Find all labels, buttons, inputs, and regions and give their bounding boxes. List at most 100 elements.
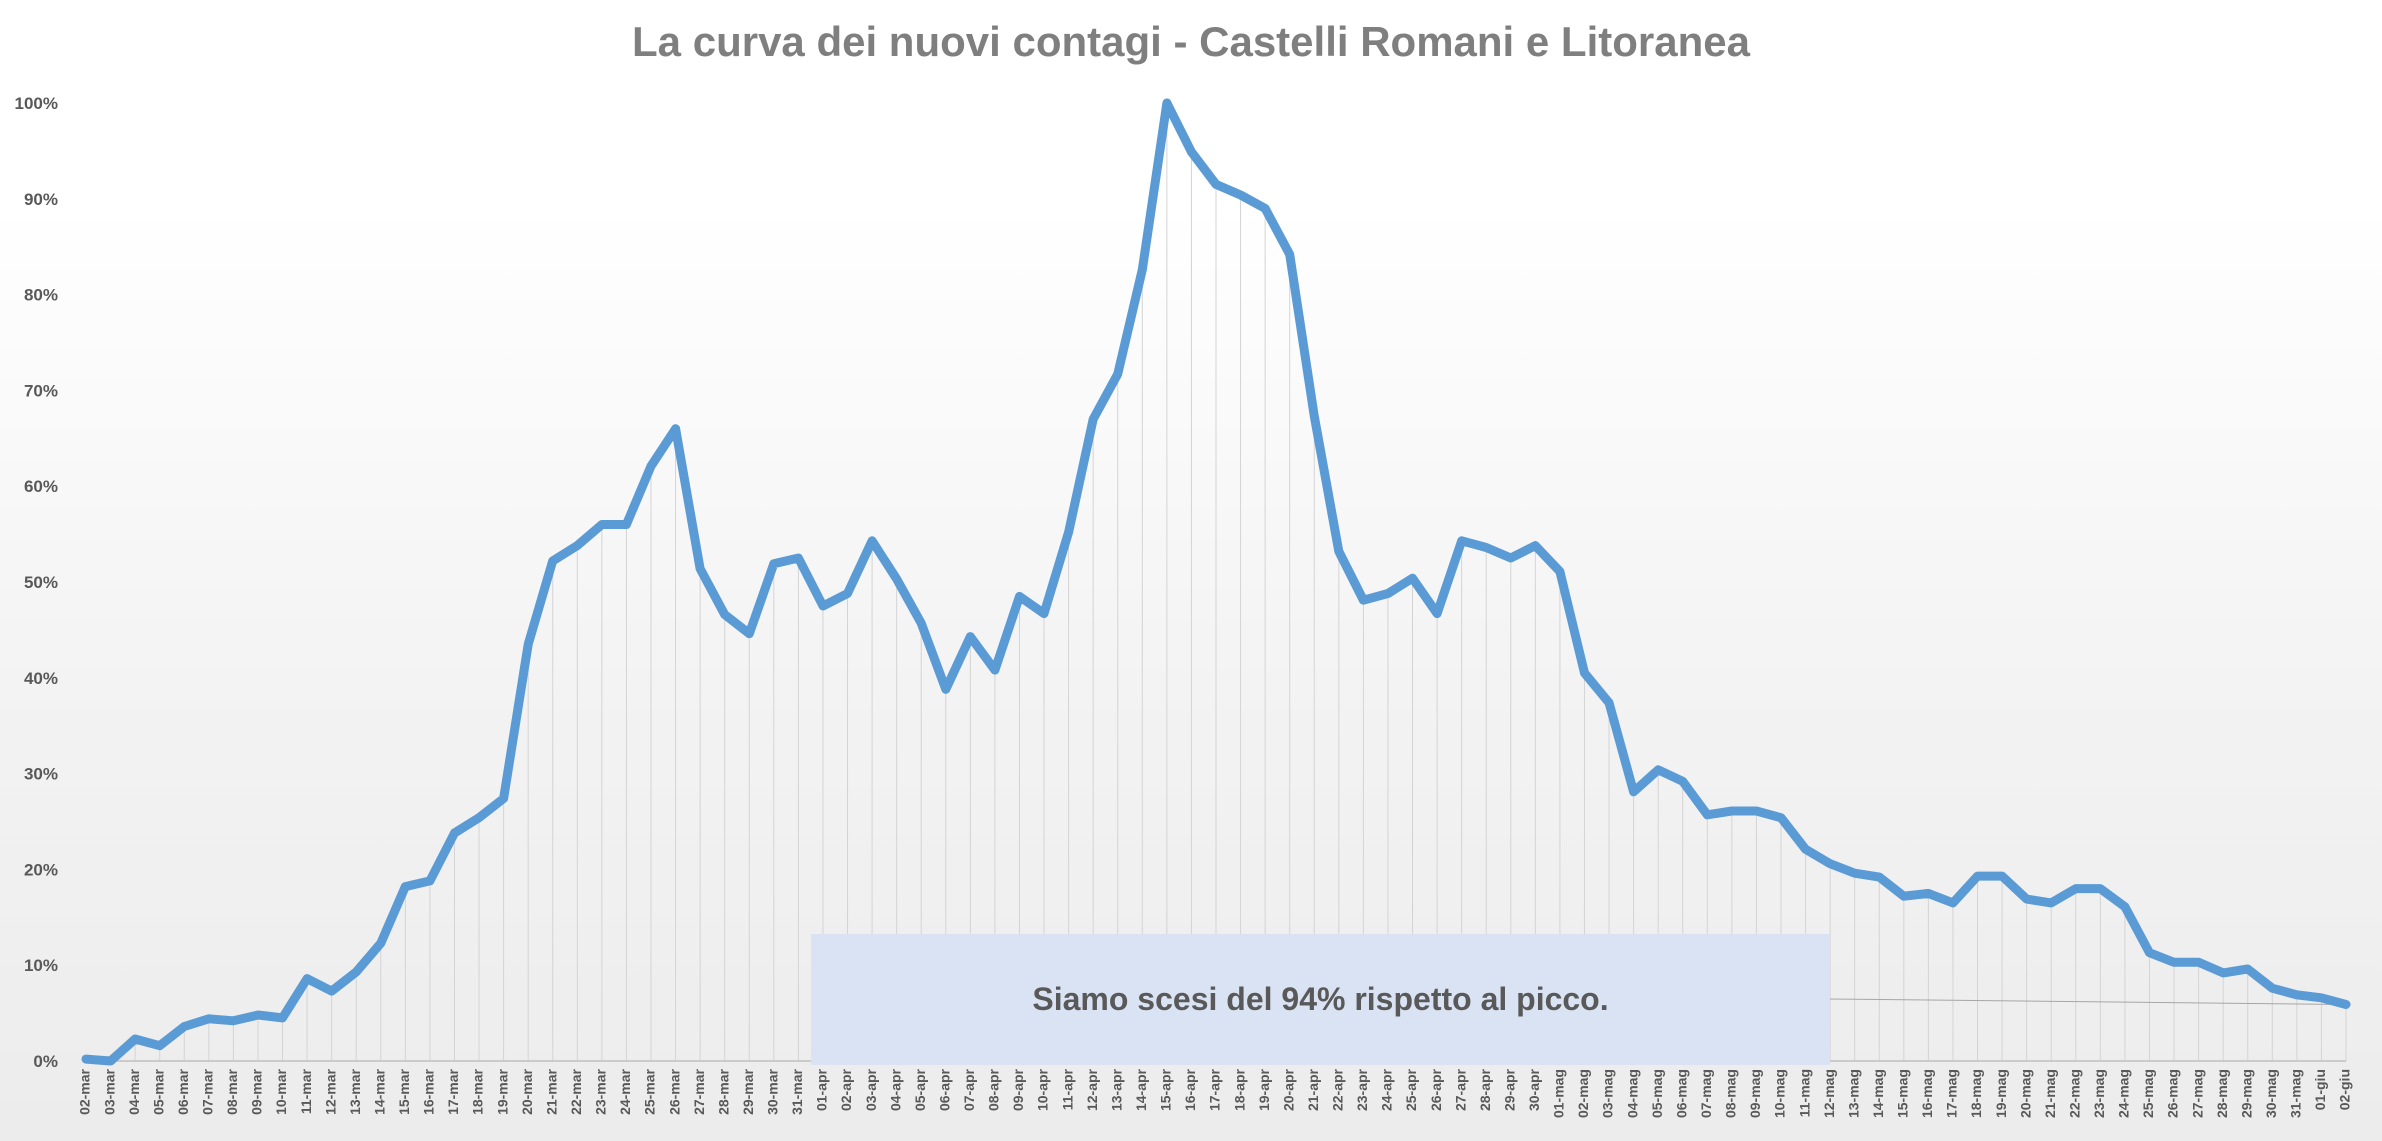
data-point [2072, 885, 2080, 893]
data-point [205, 1015, 213, 1023]
x-tick-label: 12-mag [1821, 1069, 1837, 1118]
x-tick-label: 07-mar [200, 1068, 216, 1114]
data-point [1924, 889, 1932, 897]
data-point [573, 542, 581, 550]
x-tick-label: 17-mar [445, 1068, 461, 1114]
data-point [893, 575, 901, 583]
series-line [81, 98, 2351, 1066]
data-point [1728, 807, 1736, 815]
x-tick-label: 22-mag [2066, 1069, 2082, 1118]
y-tick-label: 70% [24, 381, 58, 400]
data-point [1335, 547, 1343, 555]
x-tick-label: 26-mar [666, 1068, 682, 1114]
y-tick-label: 60% [24, 477, 58, 496]
data-point [1384, 589, 1392, 597]
data-point [156, 1042, 164, 1050]
data-point [475, 814, 483, 822]
x-tick-label: 20-mag [2017, 1069, 2033, 1118]
x-tick-label: 25-mar [642, 1068, 658, 1114]
data-point [229, 1017, 237, 1025]
x-tick-label: 14-apr [1133, 1068, 1149, 1111]
data-point [1900, 892, 1908, 900]
data-point [1974, 872, 1982, 880]
x-tick-label: 12-mar [322, 1068, 338, 1114]
x-tick-label: 29-mar [740, 1068, 756, 1114]
data-point [1630, 788, 1638, 796]
data-point [1040, 610, 1048, 618]
x-tick-label: 24-mag [2116, 1069, 2132, 1118]
data-point [107, 1057, 115, 1065]
x-tick-label: 18-apr [1231, 1068, 1247, 1111]
data-point [1482, 544, 1490, 552]
data-point [450, 829, 458, 837]
data-point [917, 619, 925, 627]
data-point [1187, 148, 1195, 156]
x-tick-label: 10-mag [1772, 1069, 1788, 1118]
data-point [426, 877, 434, 885]
data-point [745, 630, 753, 638]
x-tick-label: 03-mar [101, 1068, 117, 1114]
data-point [1605, 699, 1613, 707]
x-tick-label: 06-mar [175, 1068, 191, 1114]
y-tick-label: 50% [24, 573, 58, 592]
data-point [647, 462, 655, 470]
x-tick-label: 06-apr [936, 1068, 952, 1111]
x-tick-label: 05-mag [1649, 1069, 1665, 1118]
data-point [991, 666, 999, 674]
x-tick-label: 16-mar [421, 1068, 437, 1114]
x-tick-label: 03-mag [1600, 1069, 1616, 1118]
x-tick-label: 29-apr [1501, 1068, 1517, 1111]
x-tick-label: 18-mag [1968, 1069, 1984, 1118]
data-point [1114, 370, 1122, 378]
data-point [1531, 542, 1539, 550]
x-tick-label: 27-mar [691, 1068, 707, 1114]
x-tick-label: 09-mag [1747, 1069, 1763, 1118]
data-point [1433, 610, 1441, 618]
data-point [352, 968, 360, 976]
x-tick-label: 31-mag [2288, 1069, 2304, 1118]
data-point [82, 1055, 90, 1063]
x-tick-label: 11-mar [298, 1068, 314, 1114]
data-point [500, 795, 508, 803]
x-tick-label: 30-apr [1526, 1068, 1542, 1111]
x-tick-label: 02-apr [838, 1068, 854, 1111]
data-point [868, 537, 876, 545]
x-tick-label: 07-apr [961, 1068, 977, 1111]
data-point [1703, 811, 1711, 819]
x-tick-label: 19-apr [1256, 1068, 1272, 1111]
x-tick-label: 27-mag [2189, 1069, 2205, 1118]
x-tick-label: 09-mar [249, 1068, 265, 1114]
x-tick-label: 16-apr [1182, 1068, 1198, 1111]
x-tick-label: 23-mar [593, 1068, 609, 1114]
data-point [942, 685, 950, 693]
x-tick-label: 07-mag [1698, 1069, 1714, 1118]
data-point [1212, 180, 1220, 188]
data-point [672, 425, 680, 433]
data-point [844, 589, 852, 597]
x-tick-label: 11-apr [1059, 1068, 1075, 1110]
x-tick-label: 23-apr [1354, 1068, 1370, 1111]
y-tick-label: 10% [24, 956, 58, 975]
x-tick-label: 13-mar [347, 1068, 363, 1114]
x-tick-label: 04-mag [1624, 1069, 1640, 1118]
data-point [2121, 903, 2129, 911]
data-point [2096, 885, 2104, 893]
x-tick-label: 28-apr [1477, 1068, 1493, 1111]
x-tick-label: 25-mag [2140, 1069, 2156, 1118]
x-tick-label: 27-apr [1452, 1068, 1468, 1111]
x-tick-label: 22-mar [568, 1068, 584, 1114]
data-point [1089, 415, 1097, 423]
data-point [966, 633, 974, 641]
annotation-leader-line [1829, 998, 2347, 1005]
data-point [2244, 965, 2252, 973]
x-tick-label: 04-mar [126, 1068, 142, 1114]
x-tick-label: 30-mar [765, 1068, 781, 1114]
x-tick-label: 16-mag [1919, 1069, 1935, 1118]
x-tick-label: 06-mag [1673, 1069, 1689, 1118]
data-point [1163, 99, 1171, 107]
data-point [377, 939, 385, 947]
data-point [1802, 845, 1810, 853]
data-point [549, 557, 557, 565]
data-point [2047, 899, 2055, 907]
